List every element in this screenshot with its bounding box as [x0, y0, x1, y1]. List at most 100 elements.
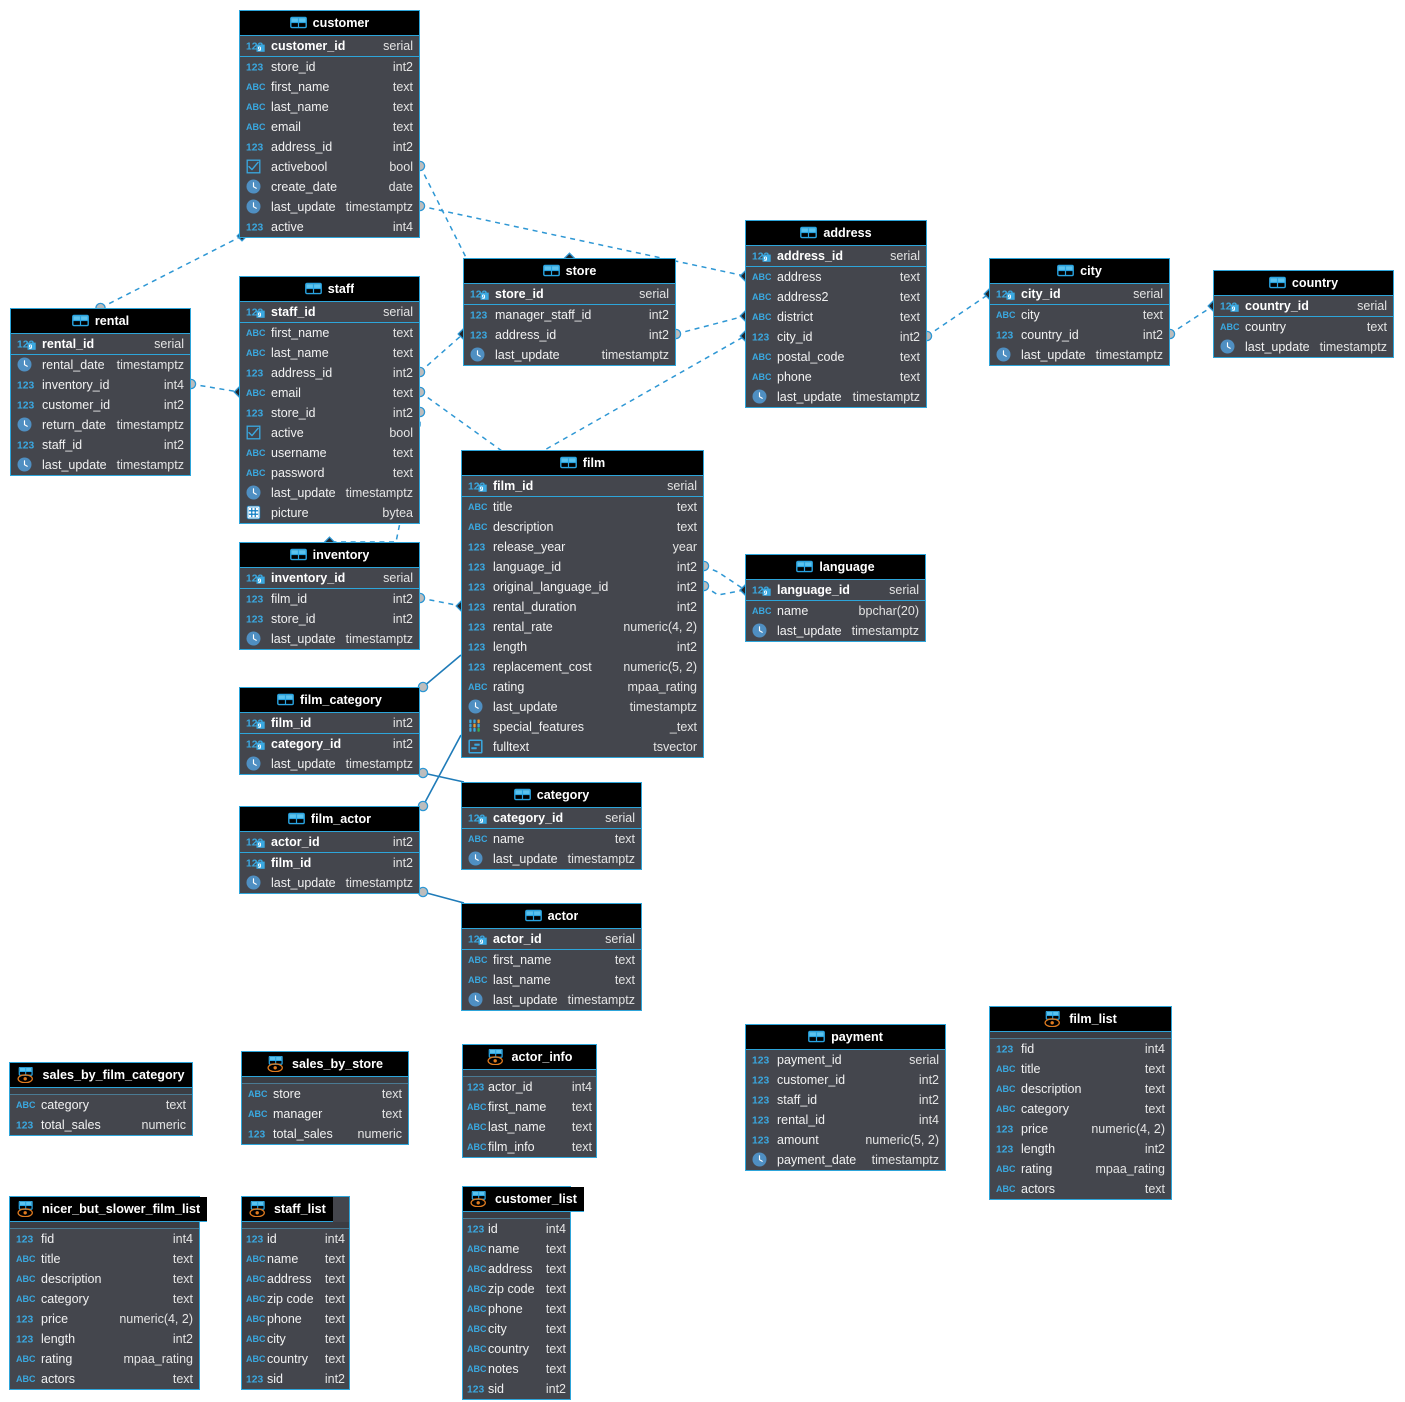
- svg-text:ABC: ABC: [467, 1324, 486, 1334]
- svg-text:ABC: ABC: [468, 834, 487, 844]
- svg-text:ABC: ABC: [468, 522, 487, 532]
- svg-text:ABC: ABC: [468, 955, 487, 965]
- svg-text:ABC: ABC: [467, 1364, 486, 1374]
- svg-text:9: 9: [480, 818, 484, 824]
- svg-text:123: 123: [246, 142, 263, 153]
- svg-text:ABC: ABC: [996, 1104, 1015, 1114]
- svg-text:9: 9: [258, 46, 262, 52]
- svg-text:123: 123: [996, 330, 1013, 341]
- svg-text:123: 123: [468, 602, 485, 613]
- svg-text:9: 9: [1232, 306, 1236, 312]
- svg-text:123: 123: [996, 1124, 1013, 1135]
- svg-text:ABC: ABC: [16, 1294, 35, 1304]
- svg-text:ABC: ABC: [467, 1122, 486, 1132]
- svg-text:ABC: ABC: [468, 502, 487, 512]
- svg-text:9: 9: [258, 744, 262, 750]
- svg-text:9: 9: [258, 312, 262, 318]
- svg-text:ABC: ABC: [1220, 322, 1239, 332]
- svg-text:123: 123: [17, 400, 34, 411]
- svg-text:123: 123: [467, 1384, 484, 1395]
- svg-text:123: 123: [752, 1115, 769, 1126]
- svg-text:123: 123: [246, 368, 263, 379]
- svg-text:ABC: ABC: [248, 1089, 267, 1099]
- svg-text:ABC: ABC: [246, 1294, 265, 1304]
- svg-text:ABC: ABC: [246, 1334, 265, 1344]
- svg-text:ABC: ABC: [246, 448, 265, 458]
- svg-text:ABC: ABC: [246, 388, 265, 398]
- svg-text:123: 123: [467, 1224, 484, 1235]
- svg-text:123: 123: [16, 1314, 33, 1325]
- svg-text:123: 123: [752, 1135, 769, 1146]
- svg-text:123: 123: [246, 62, 263, 73]
- svg-text:ABC: ABC: [246, 122, 265, 132]
- svg-text:123: 123: [752, 1055, 769, 1066]
- svg-text:ABC: ABC: [246, 348, 265, 358]
- svg-text:9: 9: [480, 486, 484, 492]
- svg-text:ABC: ABC: [16, 1274, 35, 1284]
- svg-text:ABC: ABC: [752, 352, 771, 362]
- svg-text:ABC: ABC: [246, 1274, 265, 1284]
- svg-text:ABC: ABC: [752, 372, 771, 382]
- svg-text:ABC: ABC: [467, 1344, 486, 1354]
- svg-text:ABC: ABC: [752, 606, 771, 616]
- svg-text:123: 123: [470, 330, 487, 341]
- svg-text:123: 123: [468, 622, 485, 633]
- svg-text:ABC: ABC: [246, 1254, 265, 1264]
- svg-text:123: 123: [996, 1144, 1013, 1155]
- svg-text:ABC: ABC: [468, 682, 487, 692]
- svg-text:123: 123: [16, 1120, 33, 1131]
- svg-text:ABC: ABC: [246, 468, 265, 478]
- svg-text:123: 123: [248, 1129, 265, 1140]
- svg-text:ABC: ABC: [996, 1184, 1015, 1194]
- svg-text:ABC: ABC: [246, 1354, 265, 1364]
- svg-text:123: 123: [468, 562, 485, 573]
- svg-text:ABC: ABC: [16, 1254, 35, 1264]
- svg-text:ABC: ABC: [467, 1284, 486, 1294]
- svg-text:ABC: ABC: [16, 1354, 35, 1364]
- svg-text:ABC: ABC: [752, 292, 771, 302]
- svg-text:ABC: ABC: [467, 1102, 486, 1112]
- svg-text:ABC: ABC: [752, 272, 771, 282]
- svg-text:ABC: ABC: [996, 1084, 1015, 1094]
- svg-text:123: 123: [468, 582, 485, 593]
- svg-text:9: 9: [1008, 294, 1012, 300]
- svg-text:ABC: ABC: [467, 1304, 486, 1314]
- svg-text:ABC: ABC: [467, 1142, 486, 1152]
- svg-text:ABC: ABC: [246, 82, 265, 92]
- svg-text:9: 9: [764, 590, 768, 596]
- svg-text:ABC: ABC: [467, 1264, 486, 1274]
- svg-text:123: 123: [468, 662, 485, 673]
- svg-text:123: 123: [246, 594, 263, 605]
- svg-text:123: 123: [16, 1234, 33, 1245]
- svg-text:123: 123: [246, 1234, 263, 1245]
- svg-text:ABC: ABC: [467, 1244, 486, 1254]
- svg-text:9: 9: [29, 344, 33, 350]
- svg-text:123: 123: [752, 332, 769, 343]
- svg-text:123: 123: [468, 642, 485, 653]
- svg-text:9: 9: [258, 863, 262, 869]
- svg-text:123: 123: [752, 1075, 769, 1086]
- svg-text:ABC: ABC: [246, 102, 265, 112]
- svg-text:9: 9: [482, 294, 486, 300]
- svg-text:123: 123: [17, 440, 34, 451]
- svg-text:ABC: ABC: [996, 310, 1015, 320]
- svg-text:ABC: ABC: [248, 1109, 267, 1119]
- svg-text:9: 9: [258, 842, 262, 848]
- svg-text:ABC: ABC: [996, 1164, 1015, 1174]
- svg-text:9: 9: [258, 578, 262, 584]
- svg-text:123: 123: [470, 310, 487, 321]
- svg-text:123: 123: [467, 1082, 484, 1093]
- svg-text:123: 123: [17, 380, 34, 391]
- svg-text:ABC: ABC: [246, 328, 265, 338]
- svg-text:123: 123: [468, 542, 485, 553]
- svg-text:123: 123: [246, 408, 263, 419]
- svg-text:123: 123: [752, 1095, 769, 1106]
- svg-text:ABC: ABC: [752, 312, 771, 322]
- svg-text:123: 123: [16, 1334, 33, 1345]
- svg-text:9: 9: [258, 723, 262, 729]
- svg-text:ABC: ABC: [16, 1374, 35, 1384]
- svg-text:ABC: ABC: [246, 1314, 265, 1324]
- svg-text:9: 9: [480, 939, 484, 945]
- svg-text:123: 123: [246, 222, 263, 233]
- svg-text:9: 9: [764, 256, 768, 262]
